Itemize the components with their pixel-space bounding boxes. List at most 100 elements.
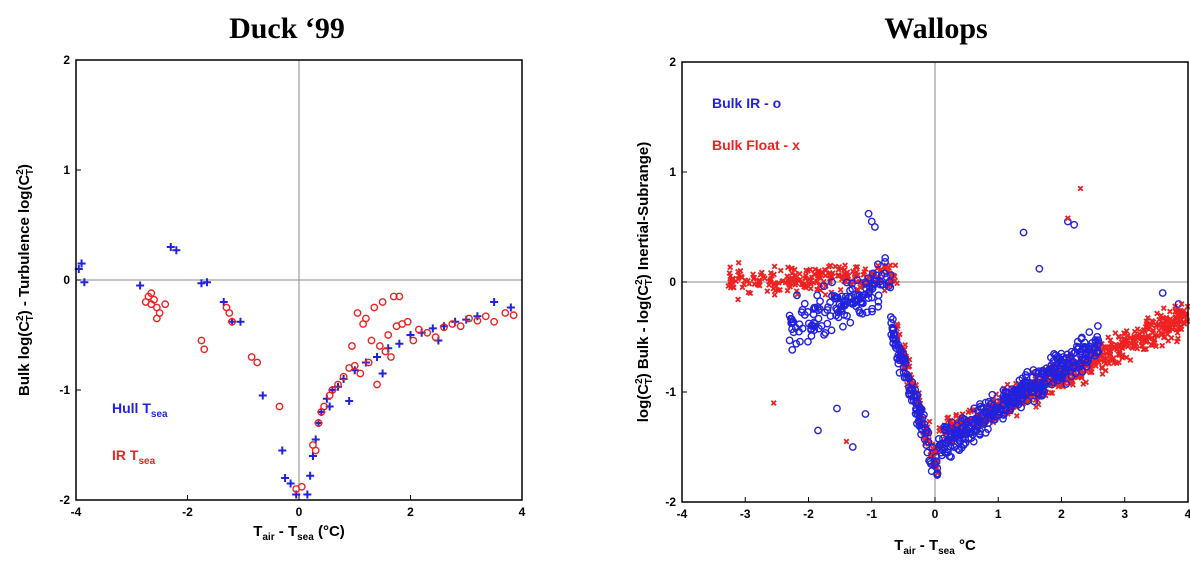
data-point bbox=[1023, 388, 1032, 397]
data-point bbox=[1078, 367, 1087, 376]
y-tick-label: 1 bbox=[669, 165, 676, 179]
data-point bbox=[815, 267, 822, 274]
data-point bbox=[306, 471, 315, 480]
data-point bbox=[1160, 305, 1167, 312]
data-point bbox=[800, 299, 809, 308]
data-point bbox=[1049, 390, 1056, 397]
data-point bbox=[848, 285, 857, 293]
y-tick-label: 2 bbox=[669, 55, 676, 69]
data-point bbox=[1149, 342, 1156, 349]
data-point bbox=[854, 264, 861, 270]
data-point bbox=[1066, 362, 1074, 370]
data-point bbox=[846, 318, 855, 327]
data-point bbox=[894, 340, 903, 349]
data-point bbox=[1170, 321, 1177, 328]
data-point bbox=[1022, 390, 1031, 398]
data-point bbox=[1141, 333, 1148, 340]
data-point bbox=[409, 336, 418, 345]
data-point bbox=[836, 264, 843, 270]
data-point bbox=[822, 291, 829, 298]
data-point bbox=[942, 423, 950, 432]
data-point bbox=[77, 259, 86, 268]
data-point bbox=[1075, 361, 1084, 369]
data-point bbox=[297, 482, 306, 491]
data-point bbox=[843, 438, 850, 445]
data-point bbox=[814, 426, 822, 435]
data-point bbox=[219, 298, 228, 306]
data-point bbox=[1037, 380, 1046, 388]
data-point bbox=[788, 345, 797, 354]
data-point bbox=[384, 331, 393, 339]
data-point bbox=[1154, 332, 1161, 339]
data-point bbox=[1047, 389, 1054, 396]
data-point bbox=[807, 325, 816, 333]
data-point bbox=[1162, 326, 1169, 333]
x-tick-label: 2 bbox=[407, 505, 414, 519]
data-point bbox=[814, 314, 823, 323]
data-point bbox=[876, 280, 885, 289]
data-point bbox=[1138, 342, 1145, 349]
data-point bbox=[473, 316, 482, 325]
data-point bbox=[784, 273, 791, 280]
data-point bbox=[772, 287, 779, 294]
x-tick-label: 1 bbox=[995, 507, 1002, 521]
data-point bbox=[1129, 345, 1136, 352]
data-point bbox=[807, 285, 814, 292]
data-point bbox=[490, 317, 499, 326]
data-point bbox=[387, 353, 395, 361]
data-point bbox=[963, 426, 972, 435]
data-point bbox=[197, 336, 206, 345]
data-point bbox=[473, 312, 482, 321]
y-tick-label: 0 bbox=[63, 273, 70, 287]
data-point bbox=[886, 264, 892, 271]
data-point bbox=[1070, 220, 1079, 229]
data-point bbox=[797, 308, 806, 317]
data-point bbox=[833, 404, 841, 413]
data-point bbox=[1178, 301, 1185, 307]
data-point bbox=[1158, 289, 1167, 297]
data-point bbox=[1074, 343, 1083, 352]
data-point bbox=[373, 380, 381, 389]
data-point bbox=[1085, 328, 1094, 337]
data-point bbox=[895, 368, 904, 377]
data-point bbox=[813, 291, 822, 300]
data-point bbox=[976, 427, 985, 436]
data-point bbox=[828, 278, 836, 287]
data-point bbox=[784, 287, 791, 294]
data-point bbox=[874, 302, 883, 311]
data-point bbox=[785, 279, 791, 286]
data-point bbox=[1132, 343, 1139, 350]
data-point bbox=[935, 441, 944, 449]
data-point bbox=[1045, 365, 1053, 374]
data-point bbox=[1130, 339, 1137, 346]
data-point bbox=[896, 351, 905, 360]
y-tick-label: 1 bbox=[63, 163, 70, 177]
data-point bbox=[1027, 388, 1036, 397]
data-point bbox=[1056, 361, 1065, 370]
data-point bbox=[1091, 343, 1099, 352]
y-tick-label: 2 bbox=[63, 53, 70, 67]
data-point bbox=[166, 243, 175, 251]
data-point bbox=[955, 436, 964, 445]
data-point bbox=[848, 443, 857, 451]
x-tick-label: 3 bbox=[1121, 507, 1128, 521]
data-point bbox=[1038, 391, 1046, 400]
data-point bbox=[837, 286, 844, 293]
data-point bbox=[956, 431, 965, 440]
data-point bbox=[999, 414, 1007, 423]
data-point bbox=[490, 298, 499, 306]
data-point bbox=[286, 479, 295, 488]
data-point bbox=[1149, 329, 1156, 336]
data-point bbox=[861, 410, 870, 418]
data-point bbox=[892, 262, 899, 269]
data-point bbox=[886, 313, 895, 321]
data-point bbox=[896, 348, 905, 357]
data-point bbox=[1113, 341, 1120, 348]
x-axis-label-wallops: Tair - Tsea °C bbox=[894, 537, 976, 557]
data-point bbox=[1140, 338, 1147, 345]
data-point bbox=[1034, 368, 1043, 377]
data-point bbox=[501, 309, 510, 317]
data-point bbox=[788, 278, 795, 285]
data-point bbox=[862, 266, 869, 272]
